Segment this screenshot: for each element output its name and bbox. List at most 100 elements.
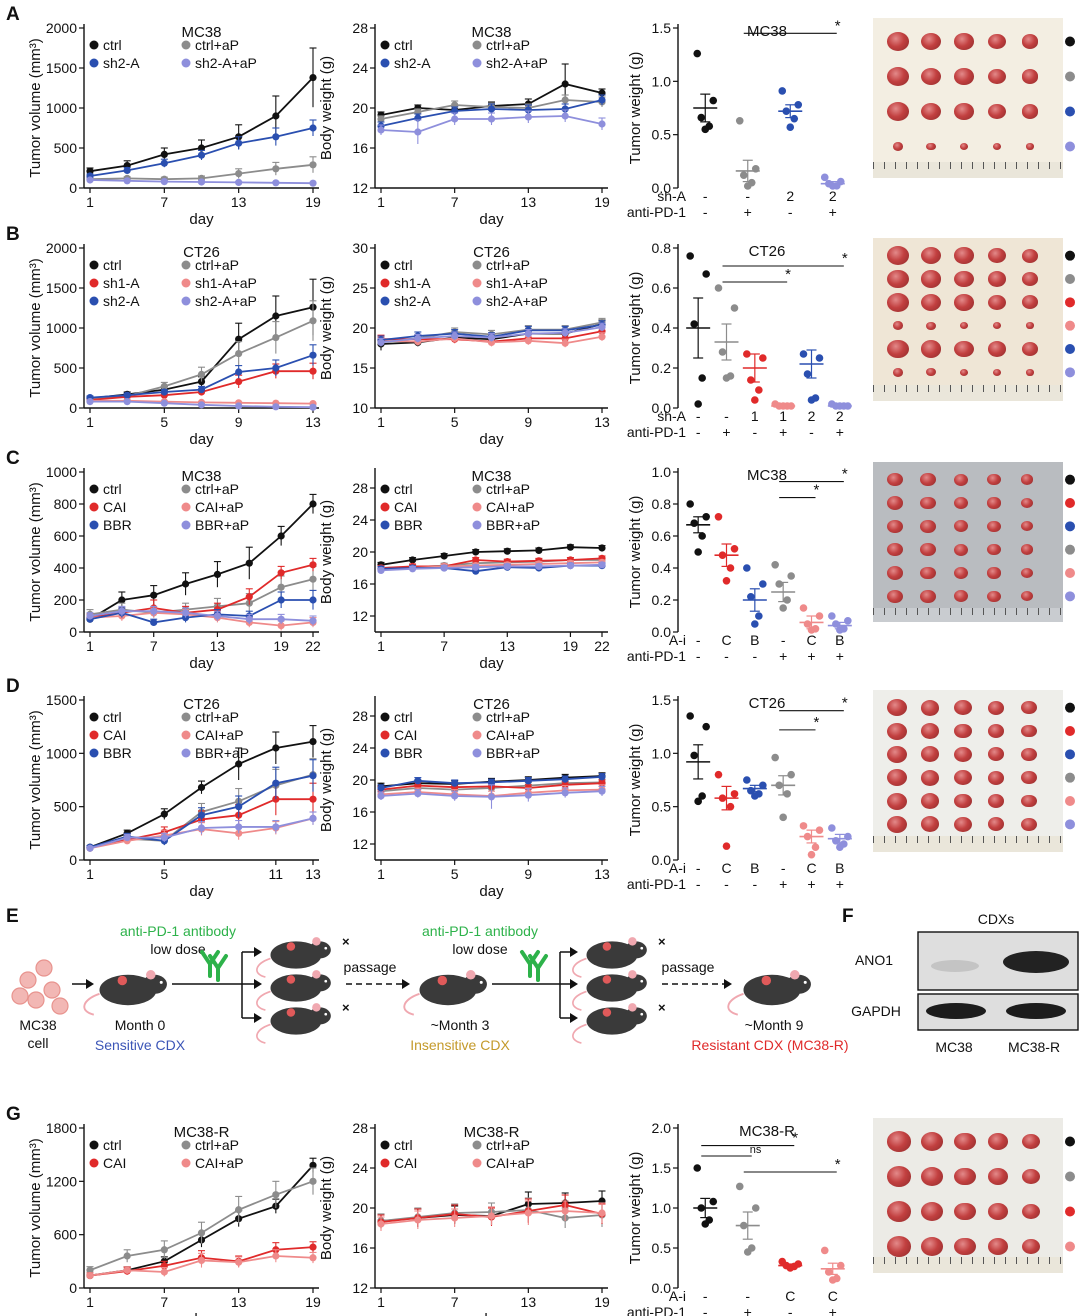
legend-label: sh1-A+aP	[486, 275, 548, 291]
panel-b-chart-1-line-chart: 0 500 1000 1500 2000 1 5 9 13 day Tumor volume (mm…	[27, 240, 321, 448]
data-point	[414, 790, 422, 798]
series-BBR+aP	[377, 784, 606, 809]
data-point	[197, 1256, 206, 1265]
mouse-body	[270, 1007, 322, 1035]
tumor-sample	[1021, 295, 1039, 310]
x-tick-label: 13	[231, 194, 247, 210]
blot-label: ANO1	[855, 952, 893, 968]
data-point	[309, 500, 317, 508]
data-point	[235, 760, 243, 768]
chart-title: MC38-R	[174, 1124, 230, 1141]
legend-label: sh2-A+aP	[195, 55, 257, 71]
x-tick-label: 9	[235, 414, 243, 430]
condition-row-label: anti-PD-1	[627, 876, 686, 892]
y-tick-label: 16	[352, 804, 368, 820]
tumor-sample	[887, 1236, 911, 1257]
tumor-sample	[987, 544, 1001, 556]
data-point	[235, 368, 243, 376]
legend-label: sh2-A	[394, 293, 431, 309]
condition-row: anti-PD-1 - + - +	[627, 1304, 837, 1316]
tumor-sample	[988, 1168, 1008, 1185]
panel-e-schematic: E MC38 cell Month 0 Sensitive CDX anti-PD-1 a…	[6, 906, 849, 1053]
x-tick-label: 13	[499, 638, 515, 654]
x-tick-label: 5	[451, 414, 459, 430]
legend-label: ctrl+aP	[486, 481, 530, 497]
tumor-sample	[992, 368, 1002, 376]
legend-label: ctrl+aP	[195, 257, 239, 273]
data-point	[686, 500, 694, 508]
series-line	[89, 610, 314, 622]
y-tick-label: 1.5	[652, 692, 672, 708]
data-point	[309, 795, 317, 803]
tumor-sample	[988, 1203, 1008, 1220]
mouse-group-2	[572, 970, 647, 1011]
data-point	[235, 803, 243, 811]
ruler	[873, 608, 1063, 622]
blot-title: CDXs	[978, 911, 1015, 927]
y-tick-label: 28	[352, 1120, 368, 1136]
legend-marker	[380, 260, 390, 270]
data-point	[524, 106, 532, 114]
data-point	[836, 843, 844, 851]
y-tick-label: 1200	[46, 1173, 77, 1189]
tumor-sample	[920, 1236, 944, 1257]
data-point	[739, 171, 748, 179]
data-point	[197, 144, 206, 152]
data-point	[726, 802, 735, 811]
series-BBR+aP	[86, 605, 317, 626]
data-point	[309, 596, 317, 604]
data-point	[123, 391, 131, 399]
photo-panel-c	[873, 462, 1063, 622]
x-axis-label: day	[479, 1311, 504, 1316]
tumor-sample	[887, 769, 907, 787]
data-point	[779, 604, 787, 612]
data-point	[503, 562, 511, 571]
data-point	[598, 120, 606, 128]
x-tick-label: 13	[594, 866, 610, 882]
chart-title: MC38	[747, 467, 787, 484]
condition-row-label: A-i	[669, 860, 686, 876]
data-point	[743, 1248, 752, 1256]
antibody-shape	[200, 950, 220, 978]
x-tick-label: 1	[377, 866, 385, 882]
group-color-dot	[1065, 1171, 1075, 1182]
y-tick-label: 24	[352, 60, 368, 76]
mouse-eye	[324, 1012, 328, 1016]
tumor-sample	[954, 1167, 976, 1186]
data-point	[771, 561, 779, 569]
legend-marker	[181, 296, 191, 306]
ruler	[873, 385, 1063, 401]
tumor-sample	[987, 520, 1001, 532]
arrow-head	[402, 979, 410, 989]
data-point	[160, 810, 168, 818]
x-tick-label: 7	[160, 194, 168, 210]
data-point	[197, 783, 206, 792]
group-5	[827, 400, 852, 410]
legend-label: ctrl	[103, 37, 122, 53]
tumor-sample	[920, 32, 942, 51]
mouse-tail	[256, 1023, 271, 1044]
legend-label: sh2-A+aP	[486, 55, 548, 71]
legend-label: sh2-A	[103, 55, 140, 71]
tumor-sample	[1021, 69, 1039, 84]
data-point	[524, 1209, 532, 1217]
data-point	[309, 1177, 317, 1185]
data-point	[245, 559, 253, 567]
data-point	[759, 354, 767, 362]
data-point	[836, 1261, 845, 1270]
excluded-mark: ×	[658, 1000, 666, 1015]
panel-label: F	[842, 906, 854, 927]
tumor-sample	[987, 567, 1001, 579]
data-point	[472, 548, 480, 556]
data-point	[698, 792, 706, 800]
data-point	[598, 96, 606, 104]
data-point	[751, 396, 759, 404]
tumor-sample	[920, 723, 940, 739]
dose-label: low dose	[150, 941, 205, 957]
y-axis-label: Tumor volume (mm³)	[27, 38, 44, 177]
group-color-dot	[1065, 1241, 1075, 1252]
x-tick-label: 22	[594, 638, 610, 654]
panel-g-chart-2-line-chart: 12 16 20 24 28 1 7 13 19 day Body weight (g) MC38-R…	[318, 1120, 610, 1316]
condition-value: +	[807, 876, 815, 892]
mouse-ear	[628, 970, 637, 979]
